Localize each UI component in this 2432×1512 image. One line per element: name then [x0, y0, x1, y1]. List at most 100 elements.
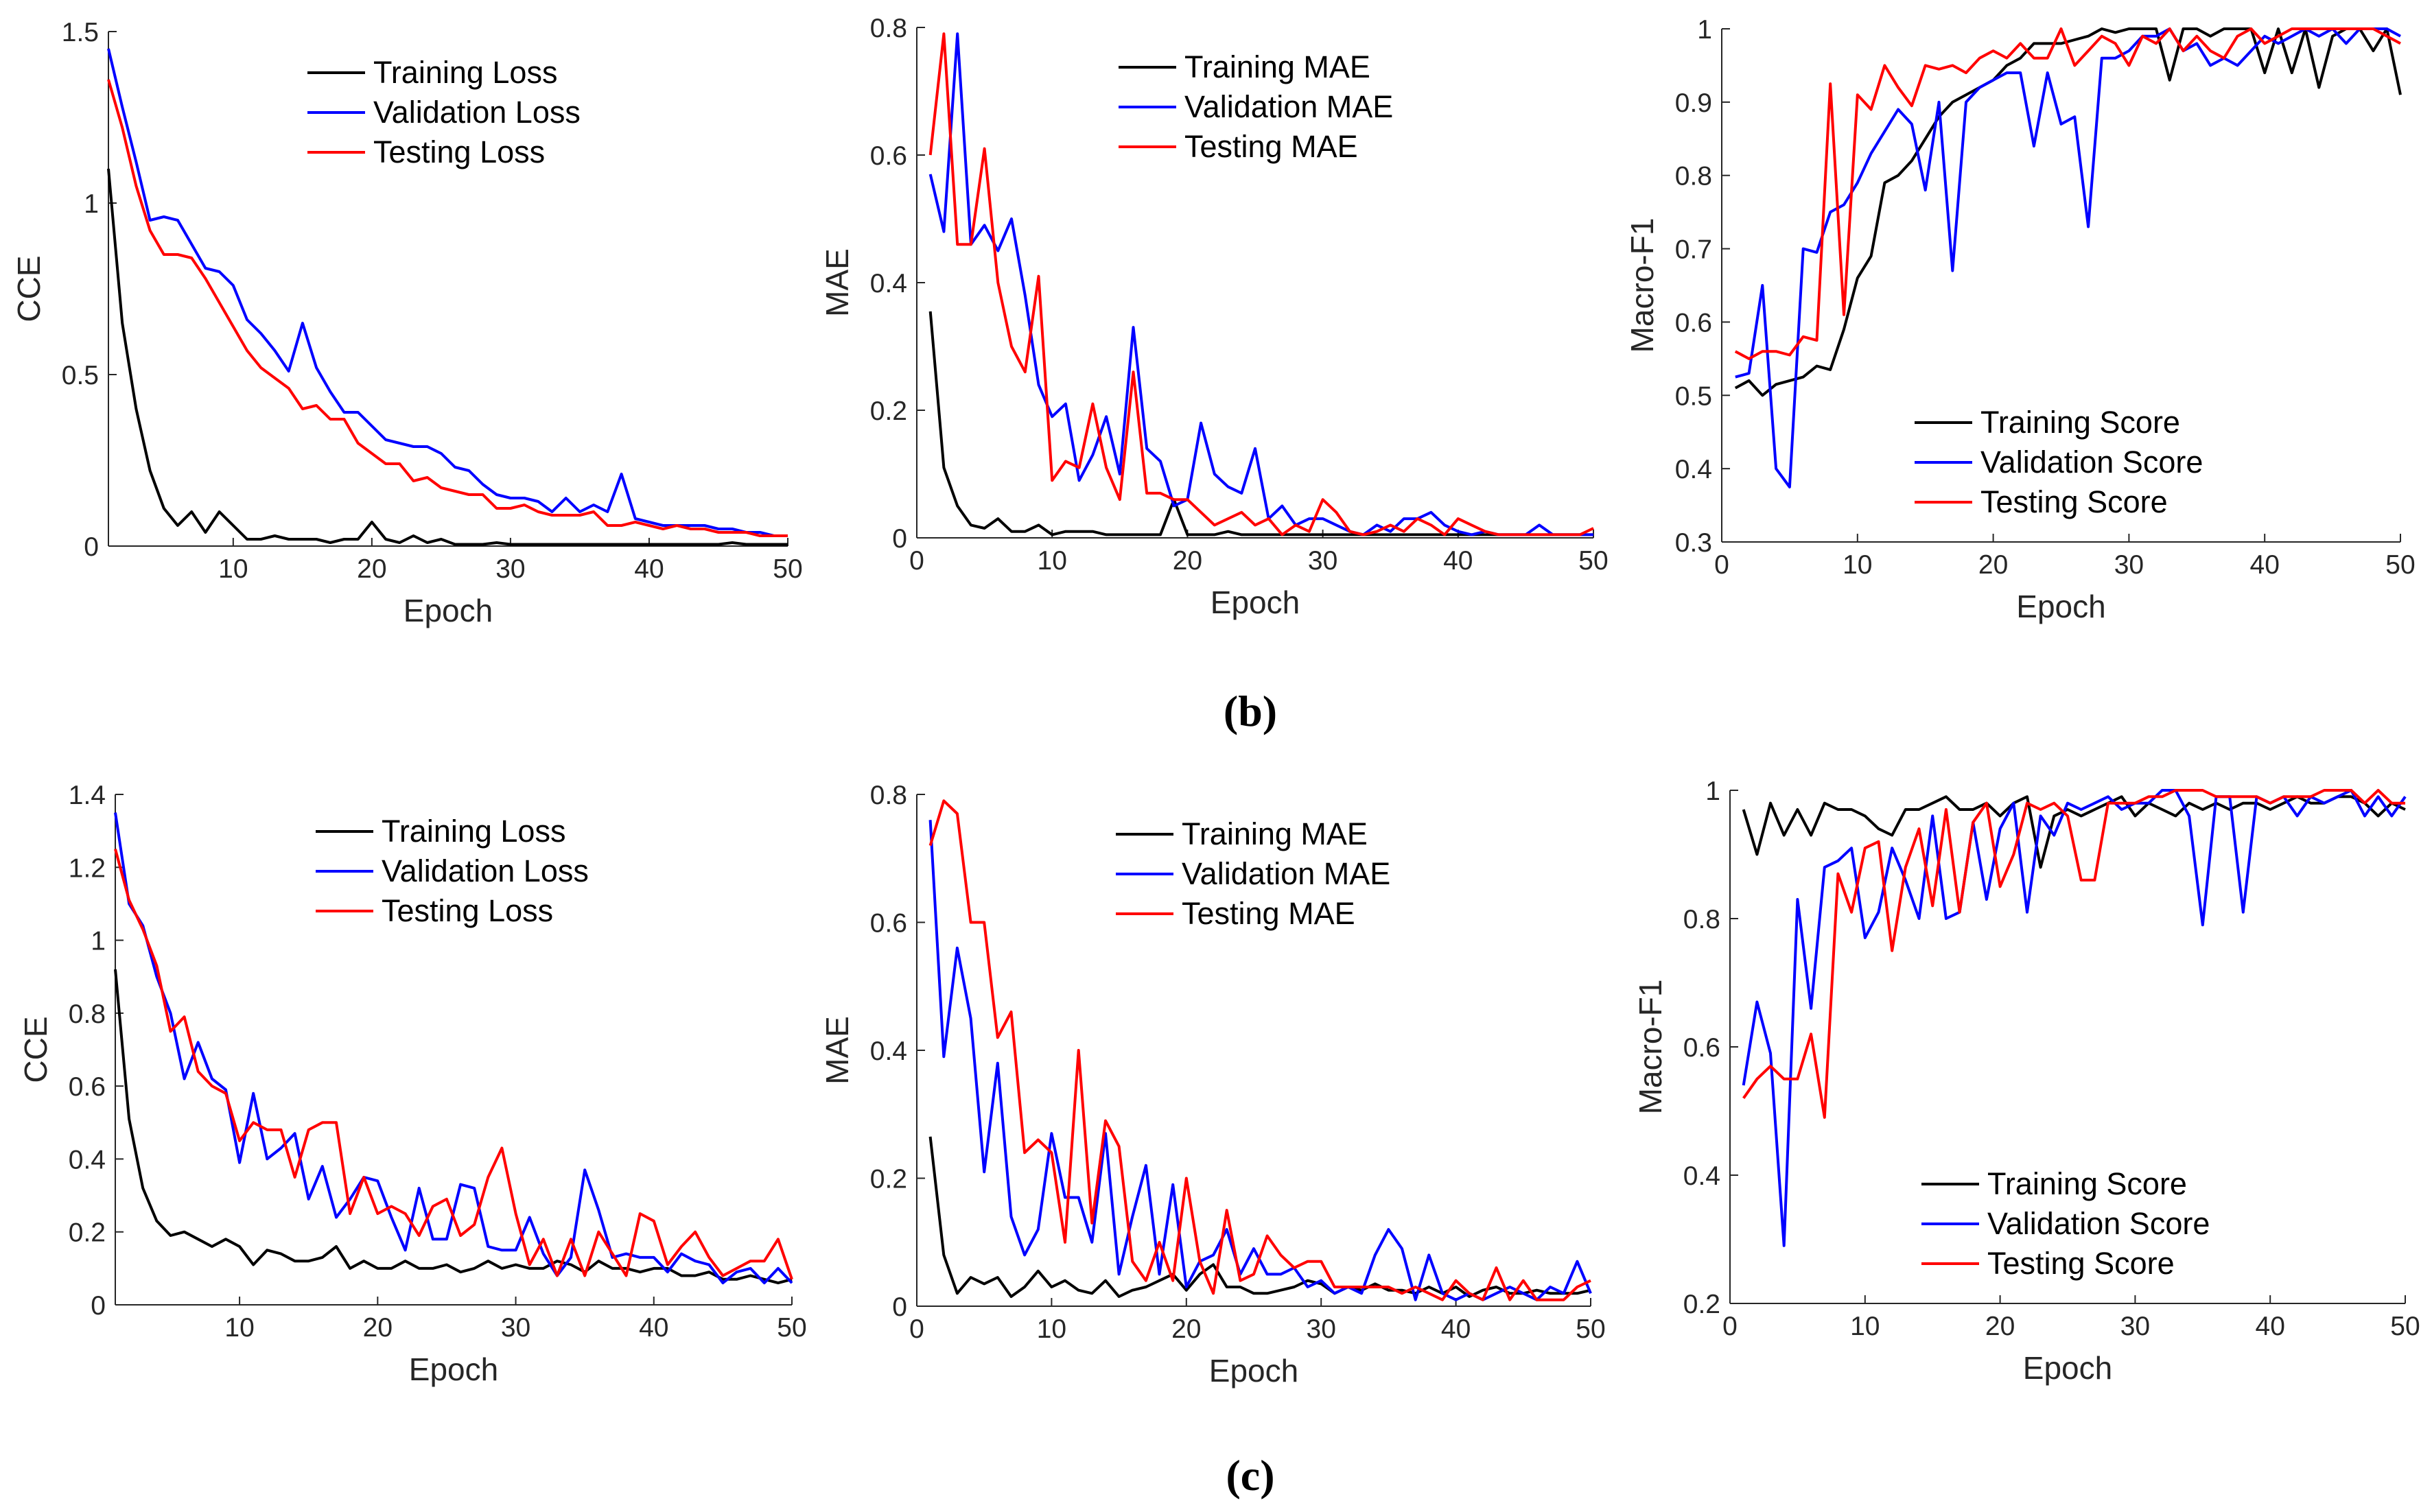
y-tick-label: 0.6	[69, 1072, 106, 1102]
panel-label-b: (b)	[1224, 687, 1277, 735]
y-tick-label: 0.9	[1675, 88, 1712, 118]
chart-b1: 10 20 30 40 50 0 0.5 1 1.5 Epoch CCE Training Loss V…	[11, 18, 803, 628]
x-tick-label: 30	[501, 1313, 530, 1343]
x-tick-label: 50	[773, 554, 802, 584]
y-tick-label: 0.4	[870, 1037, 907, 1066]
y-tick-label: 0.2	[69, 1218, 106, 1248]
x-tick-label: 50	[2385, 550, 2415, 580]
y-axis-label: MAE	[819, 1016, 855, 1085]
legend-entry: Training MAE	[1184, 49, 1370, 84]
x-tick-label: 30	[2120, 1312, 2150, 1341]
x-tick-label: 10	[1843, 550, 1872, 580]
y-tick-label: 0.6	[1683, 1033, 1720, 1063]
x-axis-label: Epoch	[2023, 1350, 2112, 1386]
legend-entry: Training Loss	[373, 55, 557, 90]
y-tick-label: 0.6	[870, 141, 907, 171]
x-tick-label: 20	[357, 554, 386, 584]
series-line-validation-mae	[928, 32, 1593, 536]
y-tick-label: 1.4	[69, 781, 106, 810]
y-axis-label: CCE	[18, 1016, 54, 1083]
y-tick-label: 0.6	[870, 909, 907, 938]
panel-label-c: (c)	[1226, 1451, 1274, 1500]
y-tick-label: 0	[91, 1291, 106, 1321]
series-line-validation-score	[1742, 789, 2407, 1247]
y-axis-label: MAE	[819, 248, 855, 317]
y-tick-label: 0.4	[69, 1145, 106, 1174]
chart-c1: 10 20 30 40 50 0 0.2 0.4 0.6 0.8 1 1.2 1.4 Epoch CCE Tr…	[18, 781, 807, 1387]
series-line-testing-mae	[928, 32, 1594, 536]
legend-entry: Validation Loss	[373, 95, 581, 130]
y-tick-label: 1.2	[69, 853, 106, 883]
legend-entry: Testing Score	[1987, 1246, 2175, 1281]
series-line-training-loss	[107, 168, 788, 546]
series-line-testing-loss	[107, 79, 788, 537]
y-tick-label: 0.6	[1675, 308, 1712, 338]
x-tick-label: 50	[1578, 546, 1608, 576]
x-tick-label: 0	[1714, 550, 1729, 580]
legend: Training MAE Validation MAE Testing MAE	[1116, 816, 1390, 931]
x-tick-label: 0	[909, 1314, 924, 1344]
y-tick-label: 0.8	[1675, 162, 1712, 191]
series-line-training-mae	[928, 1136, 1591, 1298]
y-tick-label: 0.4	[1683, 1161, 1720, 1191]
x-axis-label: Epoch	[2016, 589, 2105, 624]
legend: Training MAE Validation MAE Testing MAE	[1119, 49, 1393, 164]
x-tick-label: 20	[1173, 546, 1202, 576]
legend-entry: Validation MAE	[1182, 856, 1390, 891]
legend-entry: Training Loss	[382, 814, 565, 849]
x-axis-label: Epoch	[409, 1351, 498, 1387]
x-tick-label: 10	[1038, 546, 1067, 576]
x-axis-label: Epoch	[404, 593, 493, 628]
x-axis-label: Epoch	[1209, 1353, 1298, 1389]
x-tick-label: 40	[634, 554, 664, 584]
series-line-training-loss	[114, 969, 793, 1285]
series-line-training-score	[1734, 27, 2402, 397]
y-axis-label: Macro-F1	[1633, 980, 1668, 1115]
legend: Training Score Validation Score Testing Sc…	[1915, 405, 2203, 519]
y-tick-label: 0.2	[870, 397, 907, 426]
x-tick-label: 20	[1985, 1312, 2015, 1341]
series-line-validation-score	[1735, 27, 2401, 488]
x-axis-label: Epoch	[1211, 584, 1300, 620]
x-tick-label: 20	[363, 1313, 393, 1343]
y-tick-label: 0.7	[1675, 235, 1712, 265]
y-tick-label: 0.5	[1675, 381, 1712, 411]
y-tick-label: 0.2	[870, 1165, 907, 1194]
chart-b3: 0 10 20 30 40 50 0.3 0.4 0.5 0.6 0.7 0.8 0.9 1 Epoch Ma…	[1624, 15, 2416, 624]
y-tick-label: 0	[892, 524, 907, 554]
legend-entry: Validation MAE	[1184, 89, 1393, 124]
x-tick-label: 20	[1978, 550, 2008, 580]
x-tick-label: 50	[777, 1313, 806, 1343]
legend-entry: Training MAE	[1182, 816, 1368, 851]
y-tick-label: 1	[91, 927, 106, 956]
legend-entry: Testing Loss	[373, 134, 545, 169]
chart-c3: 0 10 20 30 40 50 0.2 0.4 0.6 0.8 1 Epoch Macro-F1 Tra…	[1633, 777, 2420, 1386]
y-tick-label: 0.2	[1683, 1290, 1720, 1319]
x-tick-label: 20	[1171, 1314, 1201, 1344]
chart-b2: 0 10 20 30 40 50 0 0.2 0.4 0.6 0.8 Epoch MAE Training…	[819, 14, 1609, 620]
legend: Training Loss Validation Loss Testing Loss	[307, 55, 581, 169]
series-line-training-mae	[928, 311, 1593, 536]
legend-entry: Validation Score	[1987, 1206, 2210, 1241]
x-tick-label: 0	[909, 546, 924, 576]
legend-entry: Testing Loss	[382, 893, 553, 928]
legend-entry: Testing MAE	[1184, 129, 1358, 164]
y-tick-label: 0.5	[62, 361, 99, 390]
legend-entry: Testing Score	[1980, 484, 2168, 519]
x-tick-label: 30	[1307, 1314, 1336, 1344]
y-tick-label: 0.4	[1675, 455, 1712, 484]
y-tick-label: 0.8	[870, 781, 907, 810]
x-tick-label: 10	[1037, 1314, 1066, 1344]
y-axis-label: CCE	[11, 255, 47, 322]
y-tick-label: 0.8	[1683, 905, 1720, 934]
series-line-validation-mae	[928, 820, 1592, 1301]
x-tick-label: 30	[495, 554, 525, 584]
x-tick-label: 50	[1576, 1314, 1605, 1344]
x-tick-label: 40	[2250, 550, 2280, 580]
chart-c2: 0 10 20 30 40 50 0 0.2 0.4 0.6 0.8 Epoch MAE Training…	[819, 781, 1606, 1389]
y-tick-label: 1.5	[62, 18, 99, 47]
y-tick-label: 1	[1697, 15, 1712, 45]
y-tick-label: 0.3	[1675, 528, 1712, 558]
